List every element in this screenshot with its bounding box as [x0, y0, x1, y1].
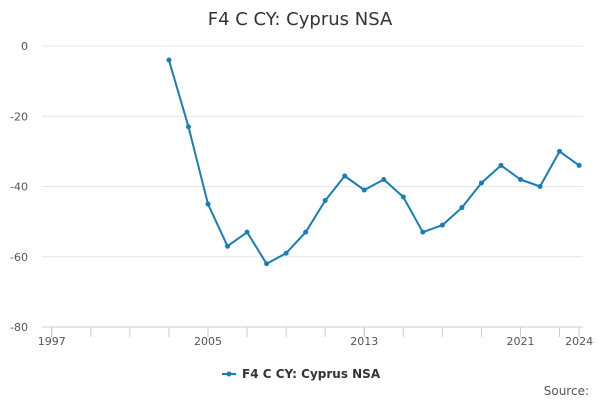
data-point[interactable] — [205, 201, 211, 207]
y-tick-label: -60 — [10, 251, 28, 264]
data-point[interactable] — [439, 222, 445, 228]
x-tick-label: 2013 — [350, 335, 378, 348]
data-point[interactable] — [537, 184, 543, 189]
legend-swatch-marker — [226, 371, 232, 377]
source-label: Source: — [544, 384, 589, 398]
data-point[interactable] — [303, 229, 309, 235]
x-tick-label: 2005 — [194, 335, 222, 348]
data-point[interactable] — [459, 205, 465, 211]
data-point[interactable] — [361, 187, 367, 193]
x-tick-label: 1997 — [38, 335, 66, 348]
data-point[interactable] — [498, 162, 504, 168]
y-tick-label: -80 — [10, 321, 28, 334]
y-tick-label: -20 — [10, 110, 28, 123]
legend[interactable]: F4 C CY: Cyprus NSA — [222, 367, 381, 381]
data-point[interactable] — [518, 176, 524, 182]
data-point[interactable] — [244, 229, 250, 235]
data-point[interactable] — [557, 148, 563, 154]
y-tick-label: -40 — [10, 181, 28, 194]
chart-title: F4 C CY: Cyprus NSA — [208, 9, 393, 30]
data-point[interactable] — [185, 124, 191, 130]
data-point[interactable] — [322, 198, 328, 204]
data-point[interactable] — [400, 194, 406, 200]
x-axis: 1997 2005 2013 2021 2024 — [38, 326, 593, 348]
y-axis: 0 -20 -40 -60 -80 — [10, 40, 28, 334]
series-group — [166, 57, 582, 267]
data-point[interactable] — [166, 57, 172, 63]
data-point[interactable] — [478, 180, 484, 186]
data-point[interactable] — [264, 261, 270, 267]
series-line — [167, 59, 580, 265]
gridlines — [42, 45, 583, 258]
legend-label: F4 C CY: Cyprus NSA — [242, 367, 381, 381]
data-point[interactable] — [283, 250, 289, 256]
x-tick-label: 2024 — [565, 335, 593, 348]
y-tick-label: 0 — [21, 40, 28, 53]
data-point[interactable] — [420, 229, 426, 235]
data-point[interactable] — [225, 243, 231, 249]
data-point[interactable] — [342, 173, 348, 179]
x-tick-label: 2021 — [507, 335, 535, 348]
data-point[interactable] — [381, 176, 387, 182]
data-point[interactable] — [576, 162, 582, 168]
